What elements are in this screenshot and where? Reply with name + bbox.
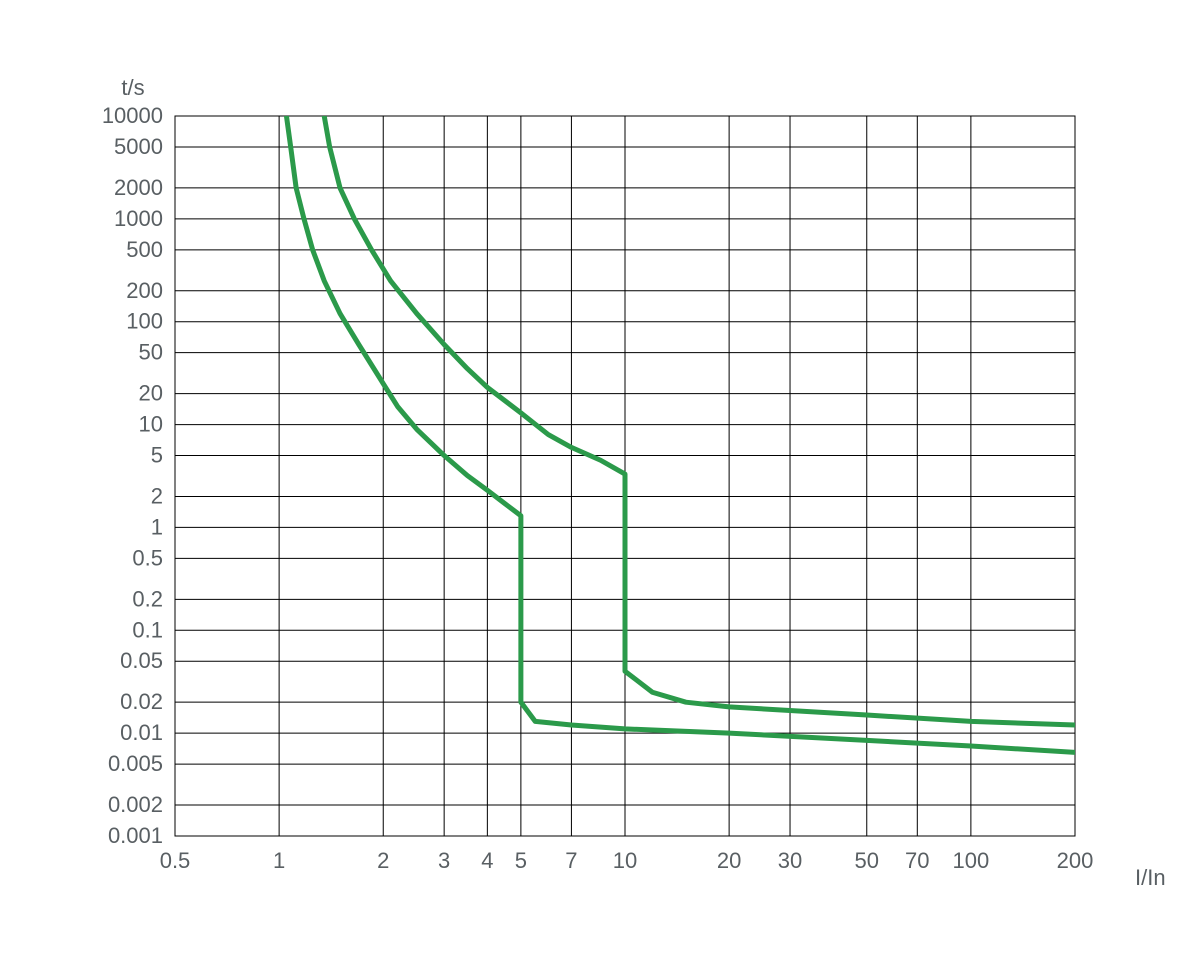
x-tick-label: 200 <box>1057 848 1094 873</box>
y-tick-label: 5 <box>151 443 163 468</box>
x-tick-label: 30 <box>778 848 802 873</box>
x-tick-label: 0.5 <box>160 848 191 873</box>
x-tick-label: 4 <box>481 848 493 873</box>
x-tick-label: 1 <box>273 848 285 873</box>
y-tick-label: 5000 <box>114 134 163 159</box>
y-tick-label: 500 <box>126 237 163 262</box>
x-tick-label: 50 <box>855 848 879 873</box>
y-tick-label: 0.2 <box>132 586 163 611</box>
y-tick-label: 1000 <box>114 206 163 231</box>
x-tick-label: 10 <box>613 848 637 873</box>
y-tick-label: 0.01 <box>120 720 163 745</box>
y-tick-label: 2000 <box>114 175 163 200</box>
y-tick-label: 0.001 <box>108 823 163 848</box>
y-tick-label: 200 <box>126 278 163 303</box>
x-tick-label: 70 <box>905 848 929 873</box>
y-tick-label: 2 <box>151 483 163 508</box>
y-tick-label: 20 <box>139 381 163 406</box>
y-tick-label: 0.1 <box>132 617 163 642</box>
x-tick-label: 5 <box>515 848 527 873</box>
x-tick-label: 7 <box>565 848 577 873</box>
y-tick-label: 10 <box>139 412 163 437</box>
y-axis-title: t/s <box>121 75 144 100</box>
y-tick-label: 50 <box>139 340 163 365</box>
x-axis-title: I/In <box>1135 865 1166 890</box>
x-tick-label: 3 <box>438 848 450 873</box>
y-tick-label: 1 <box>151 514 163 539</box>
trip-curve-chart: 100005000200010005002001005020105210.50.… <box>0 0 1200 960</box>
y-tick-label: 0.005 <box>108 751 163 776</box>
y-tick-label: 0.5 <box>132 545 163 570</box>
y-tick-label: 100 <box>126 309 163 334</box>
y-tick-label: 10000 <box>102 103 163 128</box>
y-tick-label: 0.02 <box>120 689 163 714</box>
y-tick-label: 0.002 <box>108 792 163 817</box>
x-tick-label: 20 <box>717 848 741 873</box>
x-tick-label: 100 <box>953 848 990 873</box>
x-tick-label: 2 <box>377 848 389 873</box>
y-tick-label: 0.05 <box>120 648 163 673</box>
